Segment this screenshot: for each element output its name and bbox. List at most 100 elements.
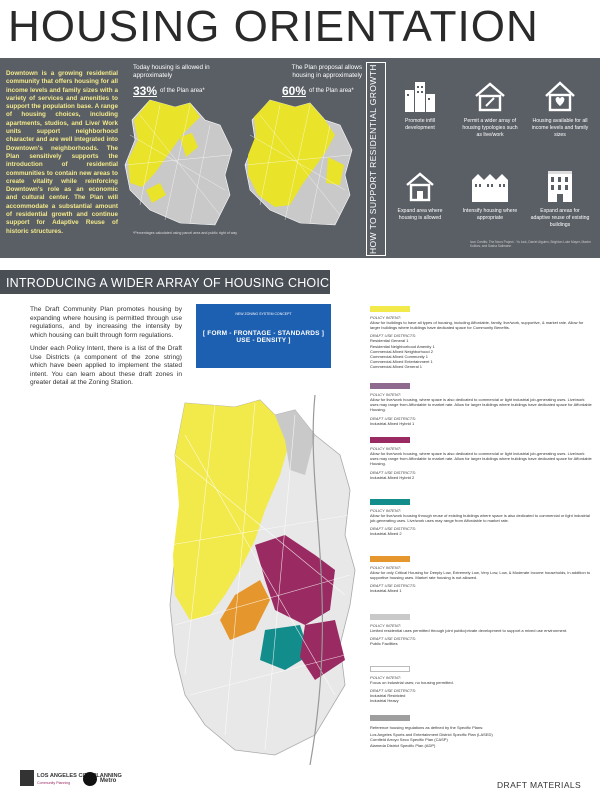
district: Commercial-Mixed General 1: [370, 364, 423, 370]
policy-intent-label: POLICY INTENT:: [370, 565, 401, 570]
use-districts-list: Industrial-Mixed 1: [370, 588, 592, 593]
use-districts-list: Public Facilities: [370, 641, 592, 646]
policy-intent-text: Focus on industrial uses; no housing per…: [370, 680, 454, 685]
specific-plan: Alameda District Specific Plan (ADP): [370, 742, 436, 748]
policy-intent-label: POLICY INTENT:: [370, 392, 401, 397]
icon-credits: Icon Credits: The Noun Project - Yu luck…: [470, 240, 591, 248]
use-districts-label: DRAFT USE DISTRICTS:: [370, 688, 417, 694]
district: Commercial-Mixed Community 1: [370, 354, 429, 360]
specific-plans-list: Los Angeles Sports and Entertainment Dis…: [370, 732, 592, 748]
policy-intent-label: POLICY INTENT:: [370, 675, 401, 680]
legend-item: POLICY INTENT: Focus on industrial uses;…: [370, 666, 592, 704]
house-heart-icon: [545, 81, 575, 112]
vertical-title: HOW TO SUPPORT RESIDENTIAL GROWTH: [368, 64, 378, 254]
logo-community-planning: Community Planning: [37, 781, 70, 785]
legend-swatch: [370, 614, 410, 620]
section-banner: [0, 270, 330, 294]
housing-zones-map: [169, 395, 356, 765]
feature-intensify: Intensify housing where appropriate: [460, 168, 520, 222]
zoning-formula: [ FORM - FRONTAGE - STANDARDS ] USE - DE…: [202, 330, 325, 344]
feature-all-incomes: Housing available for all income levels …: [530, 78, 590, 139]
today-caption: Today housing is allowed in approximatel…: [133, 64, 210, 79]
feature-label: Intensify housing where appropriate: [462, 208, 518, 221]
use-districts-label: DRAFT USE DISTRICTS:: [370, 636, 417, 642]
zoning-card-title: NEW ZONING SYSTEM CONCEPT: [235, 312, 292, 316]
legend-item: POLICY INTENT: Allow for buildings to ha…: [370, 306, 592, 370]
footer-logos: LOS ANGELES CITY PLANNING Community Plan…: [20, 768, 140, 795]
legend-swatch: [370, 306, 410, 312]
legend-item: POLICY INTENT: Allow for live/work housi…: [370, 383, 592, 426]
policy-intent-text: Limited residential uses permitted throu…: [370, 628, 568, 633]
legend-item: POLICY INTENT: Limited residential uses …: [370, 614, 592, 646]
specific-plan: Los Angeles Sports and Entertainment Dis…: [370, 732, 493, 738]
page-title: HOUSING ORIENTATION: [8, 2, 539, 51]
legend-swatch: [370, 715, 410, 721]
policy-intent-label: POLICY INTENT:: [370, 623, 401, 628]
feature-adaptive-reuse: Expand areas for adaptive reuse of exist…: [530, 168, 590, 229]
feature-infill: Promote infill development: [390, 78, 450, 132]
use-districts-label: DRAFT USE DISTRICTS:: [370, 415, 417, 421]
use-districts-label: DRAFT USE DISTRICTS:: [370, 333, 417, 339]
policy-intent-text: Allow for live/work housing through reus…: [370, 513, 590, 524]
district: Commercial-Mixed Neighborhood 2: [370, 348, 433, 354]
legend-swatch: [370, 437, 410, 443]
la-city-planning-logo: LOS ANGELES CITY PLANNING Community Plan…: [20, 770, 122, 786]
use-districts-list: Industrial Restricted Industrial Heavy: [370, 693, 592, 703]
legend-item: POLICY INTENT: Allow for only Critical H…: [370, 556, 592, 594]
plan-housing-map: [244, 99, 353, 226]
townhouses-icon: [472, 174, 508, 202]
plan-caption: The Plan proposal allows housing in appr…: [291, 64, 362, 79]
map-footnote: *Percentages calculated using parcel are…: [133, 231, 238, 235]
house-outline-icon: [406, 172, 434, 202]
legend-item: POLICY INTENT: Allow for live/work housi…: [370, 437, 592, 480]
legend-swatch: [370, 666, 410, 672]
intro-text: Downtown is a growing residential commun…: [6, 70, 118, 235]
use-districts-list: Residential General 1 Residential Neighb…: [370, 338, 592, 369]
plan-percentage: 60%: [282, 84, 307, 98]
use-districts-label: DRAFT USE DISTRICTS:: [370, 583, 417, 589]
legend-swatch: [370, 499, 410, 505]
district: Industrial-Mixed Hybrid 2: [370, 474, 415, 480]
feature-label: Promote infill development: [405, 118, 435, 131]
zoning-concept-card: NEW ZONING SYSTEM CONCEPT [ FORM - FRONT…: [196, 304, 331, 368]
specific-plan: Cornfield Arroyo Seco Specific Plan (CAS…: [370, 737, 448, 743]
logo-metro: Metro: [100, 778, 117, 784]
today-percentage: 33%: [133, 84, 158, 98]
district: Public Facilities: [370, 641, 398, 647]
policy-intent-label: POLICY INTENT:: [370, 446, 401, 451]
feature-label: Housing available for all income levels …: [531, 118, 589, 138]
feature-expand-area: Expand area where housing is allowed: [390, 168, 450, 222]
legend-swatch: [370, 556, 410, 562]
vertical-title-frame: [366, 62, 386, 256]
district: Residential General 1: [370, 338, 409, 344]
feature-typologies: Permit a wider array of housing typologi…: [460, 78, 520, 139]
district: Residential Neighborhood Amenity 1: [370, 343, 435, 349]
legend-item: Reference housing regulations as defined…: [370, 715, 592, 748]
house-pencil-icon: [475, 82, 505, 112]
district: Industrial Restricted: [370, 693, 406, 699]
district: Industrial-Mixed 1: [370, 588, 402, 594]
use-districts-label: DRAFT USE DISTRICTS:: [370, 469, 417, 475]
use-districts-list: Industrial-Mixed 2: [370, 531, 592, 536]
use-districts-list: Industrial-Mixed Hybrid 2: [370, 475, 592, 480]
historic-building-icon: [548, 171, 572, 202]
policy-intent-text: Allow for live/work housing, where space…: [370, 451, 592, 467]
policy-paragraph: Under each Policy Intent, there is a lis…: [30, 345, 182, 387]
feature-label: Expand areas for adaptive reuse of exist…: [530, 208, 590, 228]
feature-label: Expand area where housing is allowed: [397, 208, 443, 221]
legend-swatch: [370, 383, 410, 389]
title-bar: HOUSING ORIENTATION: [0, 0, 600, 58]
intro-paragraph: The Draft Community Plan promotes housin…: [30, 306, 182, 339]
logo-la-city-planning: LOS ANGELES CITY PLANNING: [37, 773, 122, 779]
today-housing-map: [124, 99, 233, 226]
policy-intent-label: POLICY INTENT:: [370, 315, 401, 320]
draft-materials-label: DRAFT MATERIALS: [497, 780, 582, 790]
district: Industrial Heavy: [370, 698, 399, 704]
use-districts-label: DRAFT USE DISTRICTS:: [370, 526, 417, 532]
district: Commercial-Mixed Entertainment 1: [370, 359, 433, 365]
policy-intent-label: POLICY INTENT:: [370, 508, 401, 513]
section-banner-title: INTRODUCING A WIDER ARRAY OF HOUSING CHO…: [6, 276, 347, 290]
specific-plans-text: Reference housing regulations as defined…: [370, 725, 484, 730]
district: Industrial-Mixed Hybrid 1: [370, 420, 415, 426]
district: Industrial-Mixed 2: [370, 531, 402, 537]
